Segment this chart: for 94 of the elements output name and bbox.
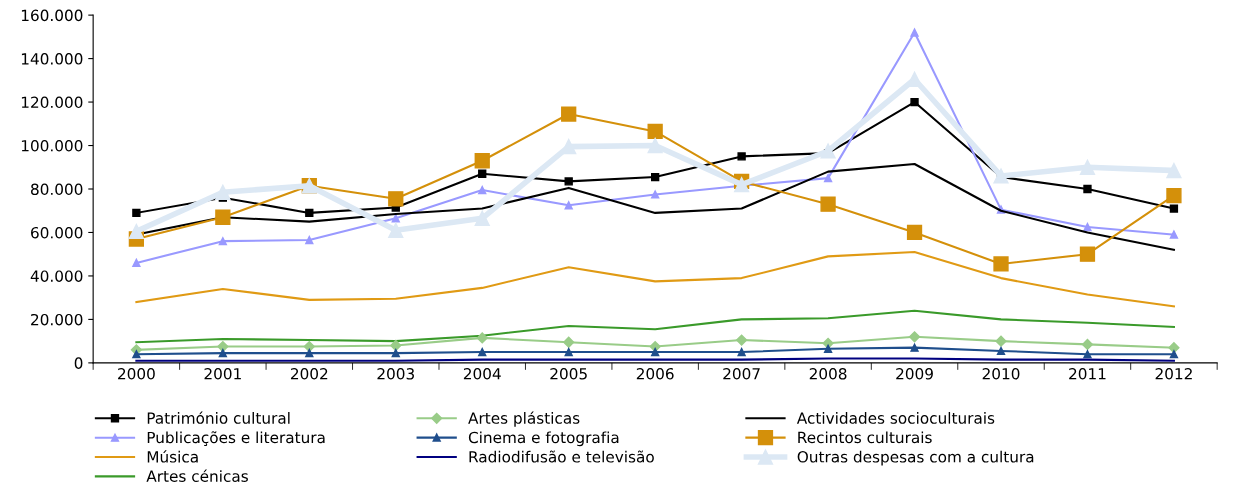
legend-label: Recintos culturais xyxy=(798,431,932,444)
point xyxy=(996,346,1006,356)
x-tick-label: 2005 xyxy=(550,368,587,380)
point xyxy=(564,177,573,186)
point xyxy=(736,334,748,346)
legend-label: Cinema e fotografia xyxy=(468,431,619,447)
point xyxy=(305,348,314,358)
point xyxy=(906,224,923,241)
point xyxy=(820,196,836,212)
x-tick-label: 2007 xyxy=(723,368,760,380)
point xyxy=(478,169,487,178)
point xyxy=(391,214,400,223)
point xyxy=(1169,230,1179,239)
x-tick-label: 2000 xyxy=(118,368,155,380)
x-tick-label: 2008 xyxy=(809,368,847,380)
point xyxy=(1166,187,1182,204)
point xyxy=(820,143,836,159)
legend-label: Património cultural xyxy=(147,411,290,424)
point xyxy=(910,343,919,352)
point xyxy=(1079,246,1096,262)
point xyxy=(478,185,487,195)
point xyxy=(1081,338,1094,351)
point xyxy=(128,223,145,240)
point xyxy=(564,201,573,210)
point xyxy=(650,347,660,357)
point xyxy=(215,184,231,200)
y-tick-label: 20.000 xyxy=(31,313,83,326)
point xyxy=(305,235,314,245)
y-tick-label: 120.000 xyxy=(21,96,83,109)
point xyxy=(650,190,660,199)
y-tick-label: 160.000 xyxy=(21,9,83,22)
point xyxy=(215,209,231,225)
y-tick-label: 40.000 xyxy=(30,270,83,282)
point xyxy=(995,335,1007,347)
point xyxy=(478,347,487,357)
point xyxy=(476,332,488,344)
point xyxy=(388,222,404,238)
legend-label: Artes cénicas xyxy=(146,469,248,482)
y-tick-label: 60.000 xyxy=(31,226,83,239)
legend-label: Actividades socioculturais xyxy=(796,412,995,424)
point xyxy=(388,191,404,207)
point xyxy=(305,208,314,218)
x-tick-label: 2012 xyxy=(1155,368,1192,380)
point xyxy=(1083,222,1092,232)
y-tick-label: 80.000 xyxy=(31,183,83,196)
x-tick-label: 2006 xyxy=(636,368,674,380)
point xyxy=(132,258,141,268)
point xyxy=(1169,204,1179,213)
x-tick-label: 2011 xyxy=(1069,368,1106,380)
point xyxy=(733,177,750,193)
point xyxy=(391,348,400,358)
point xyxy=(822,337,834,349)
legend-label: Artes plásticas xyxy=(468,411,580,427)
point xyxy=(474,210,490,226)
point xyxy=(561,106,577,122)
point xyxy=(1169,350,1179,359)
point xyxy=(823,344,833,353)
point xyxy=(650,172,660,182)
point xyxy=(132,350,141,359)
legend-label: Publicações e literatura xyxy=(147,431,325,446)
point xyxy=(1166,162,1182,179)
x-tick-label: 2009 xyxy=(896,368,933,380)
point xyxy=(563,336,575,348)
line-series xyxy=(135,250,1175,308)
point xyxy=(823,173,833,183)
point xyxy=(737,347,746,357)
point xyxy=(390,339,402,352)
point xyxy=(910,28,919,37)
x-tick-label: 2002 xyxy=(290,368,328,380)
point xyxy=(1083,350,1092,359)
point xyxy=(993,168,1009,184)
legend-label: Música xyxy=(147,450,198,463)
point xyxy=(1083,184,1092,194)
point xyxy=(218,348,228,358)
point xyxy=(993,256,1009,272)
point xyxy=(647,123,663,140)
point xyxy=(908,331,921,343)
point xyxy=(647,137,663,154)
x-tick-label: 2010 xyxy=(982,368,1020,380)
y-tick-label: 100.000 xyxy=(21,140,83,152)
point xyxy=(910,97,919,107)
point xyxy=(737,152,746,161)
x-tick-label: 2003 xyxy=(377,368,414,380)
point xyxy=(1079,159,1096,175)
point xyxy=(218,236,228,246)
legend-label: Radiodifusão e televisão xyxy=(469,450,654,463)
point xyxy=(564,347,573,357)
point xyxy=(474,153,490,169)
x-tick-label: 2001 xyxy=(204,368,241,380)
y-tick-label: 140.000 xyxy=(21,53,83,65)
y-tick-label: 0 xyxy=(74,357,83,369)
x-tick-label: 2004 xyxy=(463,368,501,380)
point xyxy=(132,208,141,218)
legend-label: Outras despesas com a cultura xyxy=(797,450,1034,466)
